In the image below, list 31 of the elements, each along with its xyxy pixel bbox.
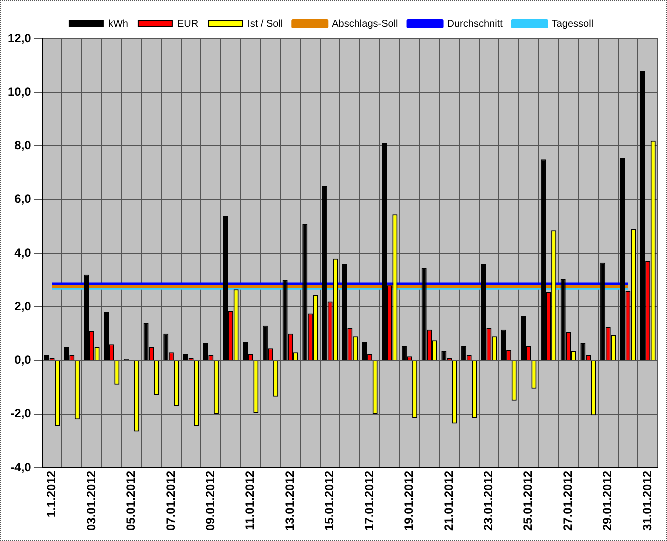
y-tick-label: 2,0 [14, 299, 32, 314]
x-tick-label: 15.01.2012 [322, 470, 337, 532]
legend-label: Durchschnitt [447, 18, 504, 30]
x-tick-label: 03.01.2012 [84, 470, 98, 532]
x-tick-label: 07.01.2012 [164, 470, 178, 532]
y-tick-label: 10,0 [8, 84, 32, 99]
y-tick-label: 0,0 [14, 353, 32, 368]
y-tick-label: 8,0 [14, 138, 32, 153]
y-tick-label: -4,0 [10, 460, 32, 474]
x-tick-label: 23.01.2012 [482, 470, 496, 532]
x-tick-label: 29.01.2012 [600, 470, 615, 532]
x-tick-label: 17.01.2012 [362, 470, 376, 532]
x-tick-label: 19.01.2012 [402, 470, 416, 532]
y-tick-label: 4,0 [14, 246, 32, 260]
legend-label: EUR [177, 18, 199, 30]
x-tick-label: 13.01.2012 [282, 470, 297, 532]
legend-label: Ist / Soll [248, 18, 284, 30]
x-tick-label: 05.01.2012 [124, 470, 138, 532]
legend-label: kWh [108, 18, 128, 30]
legend-label: Tagessoll [552, 18, 594, 30]
x-tick-label: 27.01.2012 [560, 470, 575, 532]
x-tick-label: 1.1.2012 [44, 470, 59, 518]
y-tick-label: 6,0 [14, 192, 32, 206]
x-tick-label: 21.01.2012 [442, 470, 456, 532]
x-tick-label: 11.01.2012 [243, 470, 258, 530]
x-tick-label: 31.01.2012 [640, 470, 654, 532]
y-tick-label: -2,0 [10, 406, 32, 421]
y-tick-label: 12,0 [8, 31, 32, 46]
x-tick-label: 25.01.2012 [521, 470, 536, 532]
legend-label: Abschlags-Soll [332, 18, 398, 30]
x-tick-label: 09.01.2012 [203, 470, 218, 532]
